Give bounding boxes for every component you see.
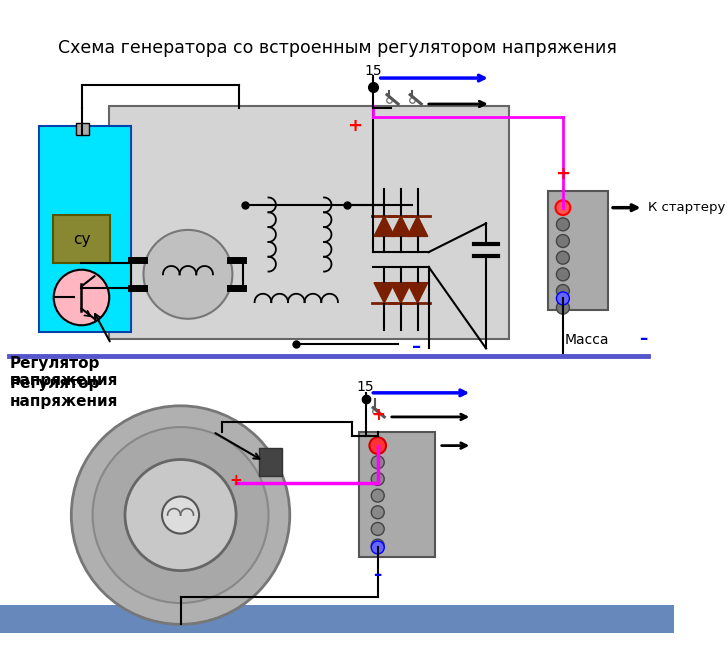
Circle shape	[371, 489, 384, 502]
Circle shape	[556, 284, 569, 298]
Polygon shape	[374, 283, 395, 303]
Bar	[109, 106, 509, 339]
Circle shape	[369, 438, 386, 454]
Text: Схема генератора со встроенным регулятором напряжения: Схема генератора со встроенным регулятор…	[58, 39, 617, 57]
Circle shape	[371, 456, 384, 468]
Circle shape	[555, 200, 570, 215]
Circle shape	[92, 427, 269, 603]
Text: +: +	[371, 406, 384, 424]
Circle shape	[556, 218, 569, 231]
Circle shape	[556, 251, 569, 264]
Bar	[359, 432, 435, 556]
Circle shape	[556, 235, 569, 248]
Polygon shape	[374, 216, 395, 237]
Circle shape	[371, 539, 384, 552]
Circle shape	[143, 230, 232, 319]
Bar	[259, 448, 282, 476]
Bar	[52, 215, 110, 263]
Text: 15: 15	[364, 64, 382, 78]
Text: Регулятор
напряжения: Регулятор напряжения	[9, 376, 118, 409]
Circle shape	[54, 270, 109, 325]
Circle shape	[71, 406, 290, 624]
Text: –: –	[412, 338, 422, 355]
Text: 15: 15	[357, 380, 374, 394]
Bar	[39, 126, 132, 332]
Text: –: –	[373, 566, 382, 584]
Circle shape	[125, 459, 236, 571]
Polygon shape	[408, 283, 428, 303]
Bar	[0, 605, 674, 633]
Circle shape	[556, 268, 569, 281]
Text: Масса: Масса	[565, 332, 609, 346]
Polygon shape	[391, 216, 411, 237]
Polygon shape	[391, 283, 411, 303]
Circle shape	[371, 522, 384, 535]
Circle shape	[371, 541, 384, 554]
Bar	[548, 191, 609, 309]
Bar	[76, 122, 89, 135]
Circle shape	[371, 472, 384, 486]
Circle shape	[162, 497, 199, 533]
Circle shape	[371, 439, 384, 452]
Circle shape	[556, 301, 569, 314]
Text: –: –	[639, 330, 647, 348]
Circle shape	[556, 201, 569, 214]
Text: +: +	[347, 117, 362, 135]
Circle shape	[371, 506, 384, 519]
Circle shape	[556, 292, 569, 305]
Text: Регулятор
напряжения: Регулятор напряжения	[9, 356, 118, 388]
Polygon shape	[408, 216, 428, 237]
Text: +: +	[555, 166, 571, 183]
Text: су: су	[73, 232, 90, 246]
Text: +: +	[230, 473, 242, 488]
Text: К стартеру: К стартеру	[648, 201, 726, 214]
